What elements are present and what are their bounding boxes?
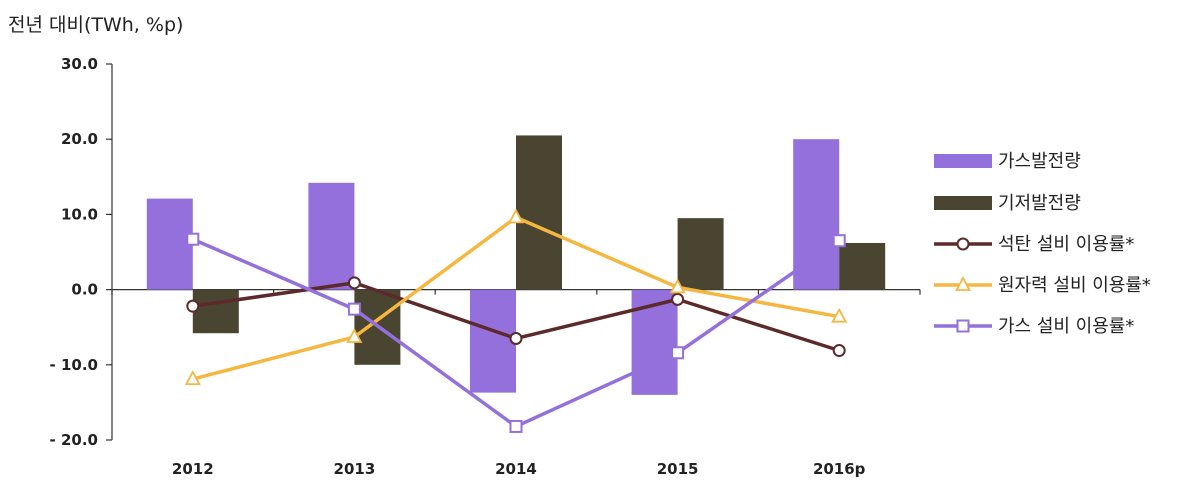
point-marker: [346, 328, 363, 343]
bar: [516, 135, 562, 290]
x-tick-label: 2016p: [813, 460, 866, 478]
bar: [793, 139, 840, 290]
bar: [677, 218, 724, 290]
point-marker: [509, 331, 523, 345]
point-marker: [669, 278, 686, 294]
point-marker: [956, 237, 970, 251]
y-tick-label: - 20.0: [50, 431, 98, 449]
bar: [839, 242, 886, 290]
point-marker: [509, 419, 523, 433]
point-marker: [671, 292, 685, 306]
lines: [184, 208, 848, 433]
unit-label: 전년 대비(TWh, %p): [8, 14, 184, 36]
point-marker: [184, 370, 201, 385]
point-marker: [831, 307, 848, 323]
x-tick-label: 2012: [172, 460, 214, 478]
point-marker: [832, 344, 846, 358]
legend-label: 가스발전량: [998, 151, 1081, 172]
point-marker: [671, 346, 685, 360]
bar: [192, 289, 239, 334]
bar: [308, 182, 355, 290]
legend-label: 석탄 설비 이용률*: [998, 234, 1134, 255]
legend-label: 기저발전량: [998, 193, 1081, 214]
point-marker: [507, 208, 525, 224]
point-marker: [954, 276, 972, 291]
bars: [146, 135, 886, 395]
legend-swatch: [934, 154, 992, 168]
point-marker: [347, 302, 361, 316]
bar: [146, 198, 193, 290]
x-tick-label: 2013: [334, 460, 376, 478]
legend-label: 원자력 설비 이용률*: [998, 275, 1151, 296]
y-tick-label: 30.0: [61, 55, 98, 73]
y-tick-label: 0.0: [71, 281, 98, 299]
legend-swatch: [934, 196, 992, 210]
point-marker: [347, 276, 361, 290]
point-marker: [832, 234, 846, 248]
axes: 30.0 20.0 10.0 0.0 - 10.0 - 20.0 2012 2013 2014 2…: [50, 55, 921, 478]
y-tick-label: 20.0: [61, 130, 98, 148]
y-tick-label: - 10.0: [50, 356, 98, 374]
y-tick-label: 10.0: [61, 205, 98, 223]
bar: [470, 289, 516, 393]
point-marker: [186, 299, 200, 313]
x-tick-label: 2015: [657, 460, 699, 478]
point-marker: [956, 319, 970, 333]
x-tick-label: 2014: [495, 460, 537, 478]
legend-label: 가스 설비 이용률*: [998, 316, 1134, 337]
point-marker: [186, 232, 200, 246]
